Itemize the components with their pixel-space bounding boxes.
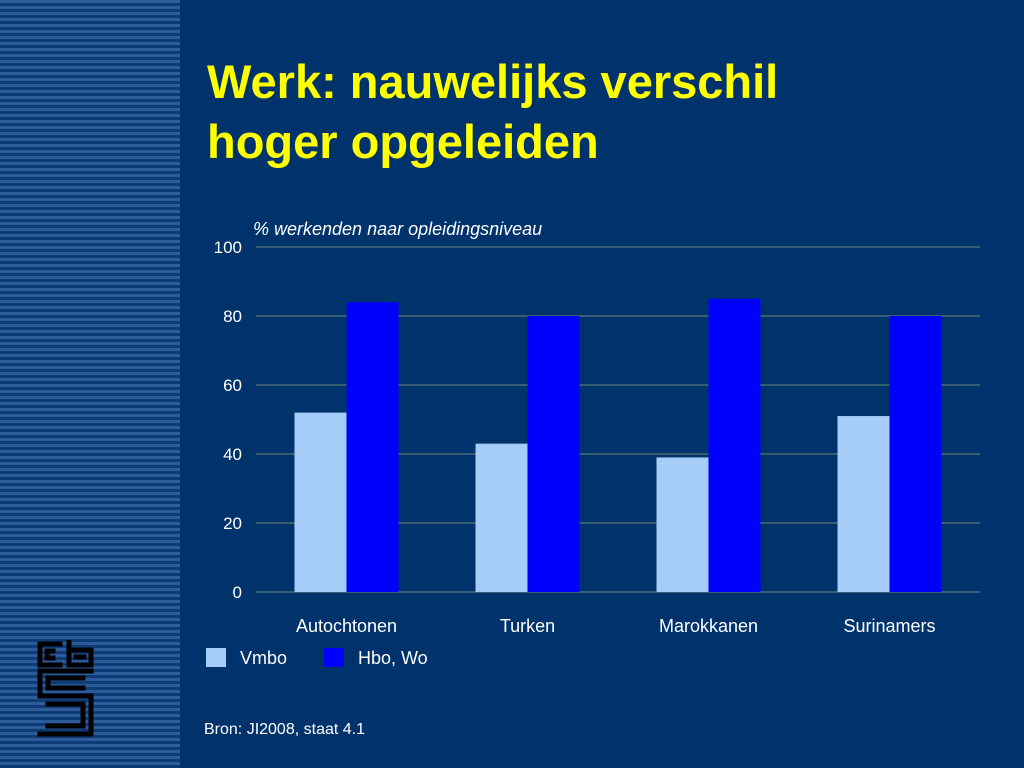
legend-swatch-vmbo — [206, 648, 226, 667]
bar-vmbo-autochtonen — [294, 412, 347, 592]
title-line-2: hoger opgeleiden — [207, 115, 599, 168]
bar-hbo-wo-turken — [527, 316, 580, 592]
y-axis-ticks: 0 20 40 60 80 100 — [214, 238, 242, 602]
slide-title: Werk: nauwelijks verschil hoger opgeleid… — [207, 52, 1007, 172]
source-note: Bron: JI2008, staat 4.1 — [204, 721, 365, 738]
bar-hbo-wo-surinamers — [889, 316, 942, 592]
x-category-label: Marokkanen — [659, 616, 758, 636]
bar-vmbo-turken — [475, 443, 528, 592]
y-tick-label: 40 — [223, 445, 242, 464]
y-tick-label: 0 — [233, 583, 242, 602]
y-tick-label: 20 — [223, 514, 242, 533]
legend-label-hbo-wo: Hbo, Wo — [358, 648, 428, 668]
side-stripe-decoration — [0, 0, 180, 768]
bar-vmbo-surinamers — [837, 416, 890, 592]
x-axis-labels: Autochtonen Turken Marokkanen Surinamers — [296, 616, 936, 636]
y-tick-label: 80 — [223, 307, 242, 326]
chart-subtitle: % werkenden naar opleidingsniveau — [253, 219, 542, 239]
x-category-label: Autochtonen — [296, 616, 397, 636]
bar-vmbo-marokkanen — [656, 457, 709, 592]
y-tick-label: 60 — [223, 376, 242, 395]
bar-hbo-wo-autochtonen — [346, 302, 399, 592]
title-line-1: Werk: nauwelijks verschil — [207, 55, 779, 108]
x-category-label: Surinamers — [843, 616, 935, 636]
legend-swatch-hbo-wo — [324, 648, 344, 667]
legend-label-vmbo: Vmbo — [240, 648, 287, 668]
bar-hbo-wo-marokkanen — [708, 298, 761, 592]
cbs-logo-icon — [37, 640, 94, 737]
legend: Vmbo Hbo, Wo — [206, 648, 428, 668]
bars — [294, 298, 942, 592]
x-category-label: Turken — [500, 616, 555, 636]
y-tick-label: 100 — [214, 238, 242, 257]
